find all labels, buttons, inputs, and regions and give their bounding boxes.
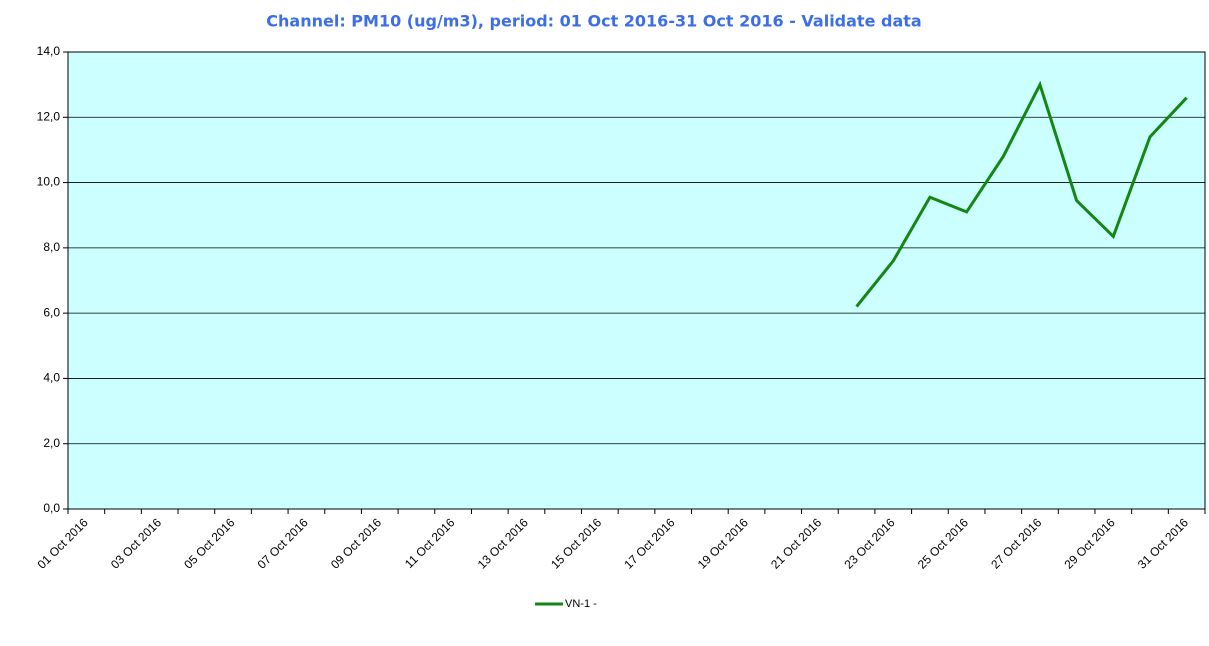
y-tick-label: 12,0: [37, 109, 61, 123]
x-tick-label: 25 Oct 2016: [915, 515, 971, 571]
x-tick-label: 15 Oct 2016: [548, 515, 604, 571]
x-tick-label: 03 Oct 2016: [108, 515, 164, 571]
y-tick-label: 2,0: [43, 436, 60, 450]
line: [855, 80, 1188, 308]
x-tick-label: 17 Oct 2016: [621, 515, 677, 571]
y-tick-label: 0,0: [43, 501, 60, 515]
x-tick-label: 09 Oct 2016: [328, 515, 384, 571]
x-tick-label: 27 Oct 2016: [988, 515, 1044, 571]
x-tick-label: 29 Oct 2016: [1062, 515, 1118, 571]
legend-label: VN-1 -: [565, 598, 597, 610]
x-tick-label: 13 Oct 2016: [475, 515, 531, 571]
plot-area: [67, 51, 1206, 510]
chart-title: Channel: PM10 (ug/m3), period: 01 Oct 20…: [266, 12, 921, 31]
y-tick-label: 6,0: [43, 305, 60, 319]
x-tick-label: 19 Oct 2016: [695, 515, 751, 571]
x-tick-label: 07 Oct 2016: [255, 515, 311, 571]
x-tick-label: 11 Oct 2016: [402, 515, 458, 571]
x-tick-label: 23 Oct 2016: [841, 515, 897, 571]
x-tick-label: 05 Oct 2016: [181, 515, 237, 571]
y-tick-label: 8,0: [43, 240, 60, 254]
x-tick-label: 01 Oct 2016: [35, 515, 91, 571]
y-tick-label: 10,0: [37, 175, 61, 189]
x-tick-label: 21 Oct 2016: [768, 515, 824, 571]
y-tick-label: 4,0: [43, 371, 60, 385]
x-tick-label: 31 Oct 2016: [1135, 515, 1191, 571]
y-tick-label: 14,0: [37, 44, 61, 58]
